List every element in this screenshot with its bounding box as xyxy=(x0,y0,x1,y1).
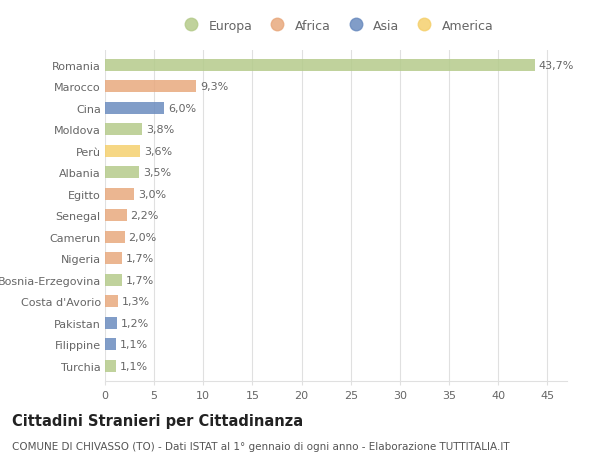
Text: 2,0%: 2,0% xyxy=(128,232,157,242)
Legend: Europa, Africa, Asia, America: Europa, Africa, Asia, America xyxy=(173,15,499,38)
Text: 1,1%: 1,1% xyxy=(120,361,148,371)
Bar xyxy=(105,167,139,179)
Text: 1,1%: 1,1% xyxy=(120,340,148,349)
Text: 1,7%: 1,7% xyxy=(125,254,154,263)
Text: 1,3%: 1,3% xyxy=(122,297,150,307)
Bar xyxy=(105,253,122,264)
Text: COMUNE DI CHIVASSO (TO) - Dati ISTAT al 1° gennaio di ogni anno - Elaborazione T: COMUNE DI CHIVASSO (TO) - Dati ISTAT al … xyxy=(12,441,509,451)
Bar xyxy=(105,210,127,222)
Bar xyxy=(105,274,122,286)
Text: 3,5%: 3,5% xyxy=(143,168,172,178)
Bar xyxy=(105,60,535,72)
Bar xyxy=(105,102,164,114)
Text: 43,7%: 43,7% xyxy=(538,61,574,71)
Text: 3,8%: 3,8% xyxy=(146,125,175,135)
Text: 2,2%: 2,2% xyxy=(131,211,159,221)
Bar xyxy=(105,339,116,350)
Text: Cittadini Stranieri per Cittadinanza: Cittadini Stranieri per Cittadinanza xyxy=(12,413,303,428)
Bar xyxy=(105,360,116,372)
Text: 1,2%: 1,2% xyxy=(121,318,149,328)
Bar xyxy=(105,296,118,308)
Bar xyxy=(105,146,140,157)
Bar xyxy=(105,231,125,243)
Bar xyxy=(105,81,196,93)
Bar xyxy=(105,124,142,136)
Text: 6,0%: 6,0% xyxy=(168,103,196,113)
Bar xyxy=(105,317,117,329)
Bar xyxy=(105,188,134,200)
Text: 9,3%: 9,3% xyxy=(200,82,229,92)
Text: 1,7%: 1,7% xyxy=(125,275,154,285)
Text: 3,0%: 3,0% xyxy=(139,189,167,199)
Text: 3,6%: 3,6% xyxy=(145,146,172,157)
